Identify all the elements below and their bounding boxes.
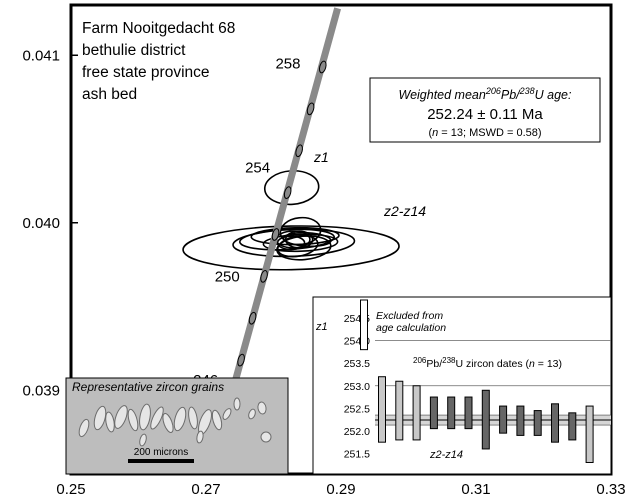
- inset-y-tick-label-2: 253.5: [344, 358, 370, 370]
- concordia-age-marker-5: [283, 186, 292, 199]
- zircon-grain-6: [150, 406, 164, 430]
- concordia-age-label-258: 258: [275, 56, 300, 73]
- inset-z1-label: z1: [315, 321, 328, 333]
- scale-bar: [128, 459, 194, 463]
- x-tick-label-0: 0.25: [56, 481, 85, 498]
- concordia-age-marker-8: [318, 60, 327, 74]
- y-tick-label-0: 0.039: [22, 382, 60, 399]
- zircon-grain-3: [114, 405, 128, 429]
- weighted-mean-title: Weighted mean206Pb/238U age:: [399, 86, 572, 102]
- x-tick-label-4: 0.33: [596, 481, 625, 498]
- zircon-grain-4: [127, 408, 139, 432]
- photo-inset-title: Representative zircon grains: [72, 380, 224, 394]
- inset-bar-11: [551, 403, 559, 443]
- error-ellipse-5: [262, 233, 339, 253]
- inset-bar-4: [429, 396, 438, 430]
- error-ellipse-10: [279, 216, 322, 246]
- weighted-mean-value: 252.24 ± 0.11 Ma: [427, 106, 543, 123]
- concordia-age-label-254: 254: [245, 160, 270, 177]
- inset-y-tick-label-6: 251.5: [344, 448, 370, 460]
- x-tick-label-1: 0.27: [191, 481, 220, 498]
- error-ellipse-11: [276, 235, 306, 251]
- sample-label-line-2: bethulie district: [82, 42, 186, 59]
- error-ellipse-12: [284, 230, 314, 249]
- concordia-age-marker-3: [260, 270, 268, 283]
- x-tick-label-3: 0.31: [461, 481, 490, 498]
- inset-bar-5: [447, 396, 456, 430]
- concordia-age-marker-6: [295, 144, 303, 158]
- zircon-grain-14: [248, 408, 256, 420]
- inset-bar-9: [516, 405, 525, 436]
- concordia-age-marker-2: [248, 311, 257, 325]
- weighted-mean-box: Weighted mean206Pb/238U age: 252.24 ± 0.…: [369, 77, 601, 143]
- zircon-grain-13: [233, 397, 241, 411]
- zircon-grain-16: [260, 431, 272, 443]
- inset-z2-z14-label: z2-z14: [429, 449, 463, 461]
- zircon-grain-2: [105, 411, 115, 433]
- inset-bar-8: [499, 405, 508, 434]
- inset-bar-2: [395, 380, 404, 441]
- weighted-mean-stats: (n = 13; MSWD = 0.58): [428, 127, 541, 139]
- inset-y-tick-label-3: 253.0: [344, 381, 370, 393]
- y-tick-label-1: 0.040: [22, 215, 60, 232]
- zircon-grain-9: [188, 406, 198, 430]
- y-axis: 0.039 0.040 0.041: [22, 47, 78, 399]
- sample-label-line-1: Farm Nooitgedacht 68: [82, 20, 235, 37]
- zircon-grains: [78, 397, 272, 447]
- sample-label: Farm Nooitgedacht 68 bethulie district f…: [82, 20, 235, 103]
- inset-excluded-label-1: Excluded from: [376, 310, 443, 322]
- sample-label-line-4: ash bed: [82, 86, 137, 103]
- zircon-grain-15: [257, 401, 267, 415]
- concordia-age-marker-1: [237, 353, 245, 367]
- inset-bar-0: [360, 299, 368, 351]
- zircon-grain-0: [78, 418, 90, 438]
- x-tick-label-2: 0.29: [326, 481, 355, 498]
- inset-bar-13: [585, 405, 594, 463]
- error-ellipse-1: [182, 225, 400, 271]
- inset-bar-1: [378, 376, 386, 443]
- zircon-grain-17: [196, 430, 204, 444]
- zircon-grain-8: [173, 406, 187, 432]
- concordia-age-marker-7: [306, 102, 315, 116]
- inset-bar-10: [533, 410, 542, 436]
- zircon-grain-1: [93, 405, 107, 431]
- inset-y-tick-label-4: 252.5: [344, 403, 370, 415]
- sample-label-line-3: free state province: [82, 64, 210, 81]
- zircon-grain-18: [139, 433, 147, 447]
- inset-excluded-label-2: age calculation: [376, 322, 446, 334]
- zircon-grain-11: [211, 409, 223, 431]
- inset-y-tick-label-5: 252.0: [344, 426, 370, 438]
- concordia-age-label-250: 250: [215, 268, 240, 285]
- ellipses: [182, 169, 400, 271]
- inset-bar-6: [464, 396, 473, 430]
- concordia-age-marker-4: [271, 228, 280, 241]
- inset-bar-12: [568, 412, 577, 441]
- annotation-z1: z1: [313, 149, 329, 165]
- scale-bar-label: 200 microns: [134, 447, 188, 458]
- annotation-z2-z14: z2-z14: [383, 203, 426, 219]
- inset-dates-title: 206Pb/238U zircon dates (n = 13): [413, 356, 562, 370]
- inset-bar-7: [481, 389, 490, 450]
- y-tick-label-2: 0.041: [22, 47, 60, 64]
- inset-bar-3: [412, 385, 421, 441]
- zircon-photo-inset: Representative zircon grains 200 microns: [65, 377, 289, 475]
- zircon-grain-7: [162, 413, 174, 433]
- zircon-grain-5: [139, 403, 151, 431]
- zircon-grain-12: [222, 408, 232, 420]
